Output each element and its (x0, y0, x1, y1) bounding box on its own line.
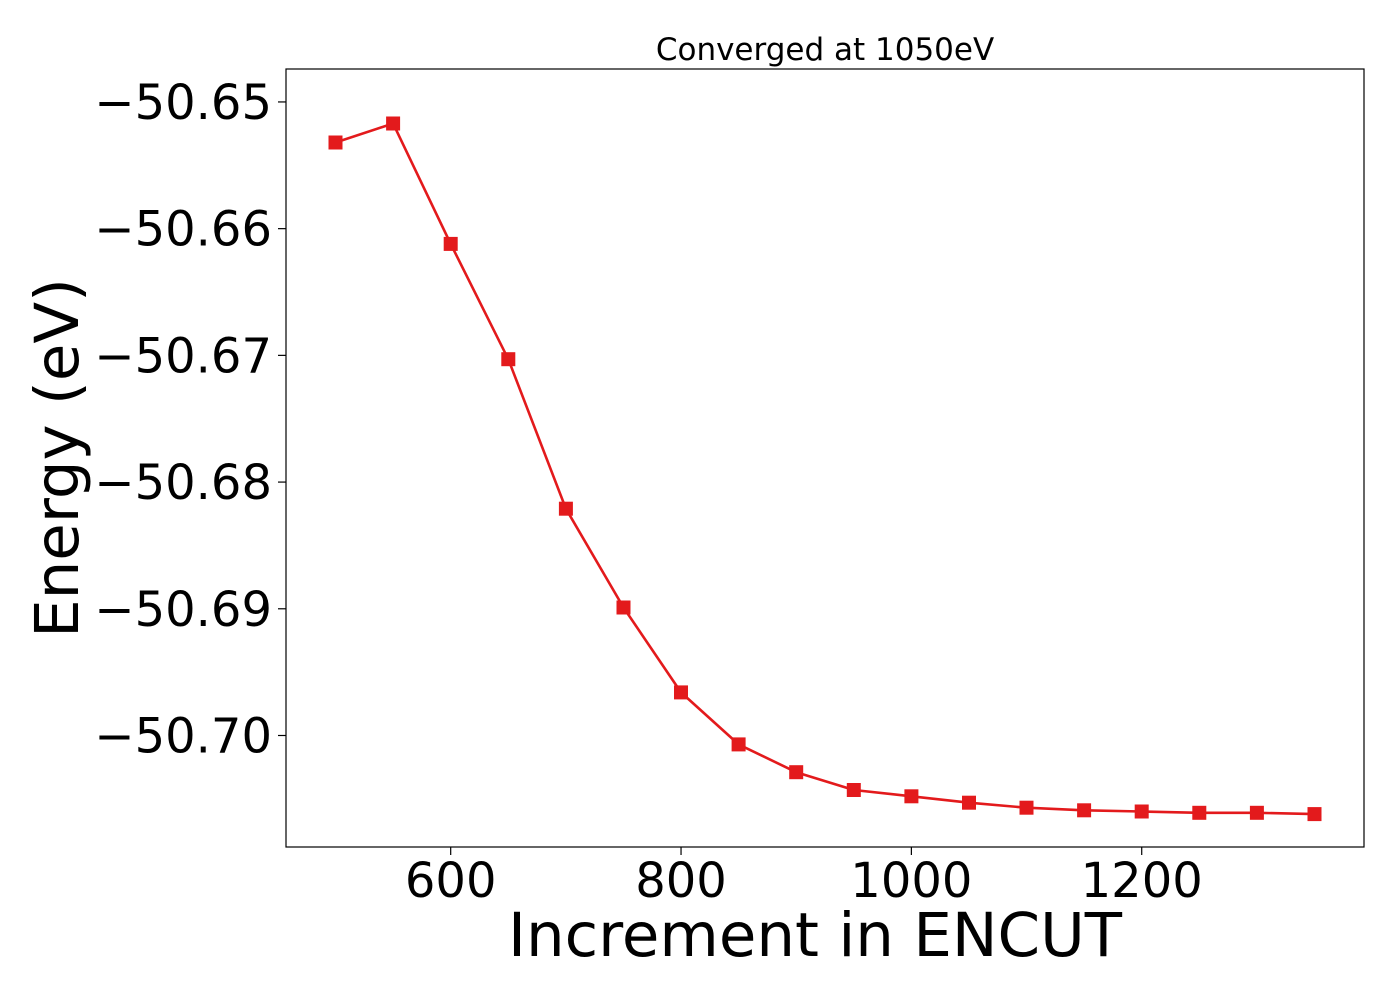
y-axis-label: Energy (eV) (22, 278, 93, 638)
data-point (616, 600, 631, 615)
ticks-layer: 600 800 1000 1200 −50.65 −50.66 −50.67 −50.68 −5… (94, 75, 1202, 909)
series-layer (328, 116, 1322, 822)
data-point (674, 685, 688, 700)
plot-frame (285, 68, 1365, 848)
x-tick-label: 1000 (850, 853, 972, 909)
data-point (1019, 800, 1034, 815)
data-point (328, 135, 343, 150)
y-tick-label: −50.67 (94, 328, 272, 384)
data-point (386, 116, 401, 131)
data-point (1307, 807, 1322, 822)
data-point (962, 795, 976, 810)
y-tick-label: −50.68 (94, 455, 272, 511)
data-point (846, 783, 861, 797)
chart-title: Converged at 1050eV (656, 32, 994, 68)
data-point (904, 789, 919, 804)
x-tick-label: 600 (405, 853, 497, 909)
x-axis-label: Increment in ENCUT (508, 900, 1123, 971)
y-tick-label: −50.66 (94, 202, 272, 258)
series-line (335, 122, 1315, 816)
y-tick-label: −50.69 (94, 582, 272, 638)
data-point (501, 352, 516, 367)
data-point (558, 501, 573, 516)
data-point (731, 737, 746, 752)
data-point (1249, 805, 1264, 820)
y-tick-label: −50.70 (94, 708, 272, 764)
data-point (443, 236, 458, 251)
data-point (789, 765, 804, 780)
data-point (1192, 805, 1207, 820)
x-tick-label: 1200 (1081, 853, 1203, 909)
data-point (1077, 803, 1092, 818)
y-tick-label: −50.65 (94, 75, 272, 131)
x-tick-label: 800 (635, 853, 727, 909)
data-point (1134, 804, 1149, 819)
